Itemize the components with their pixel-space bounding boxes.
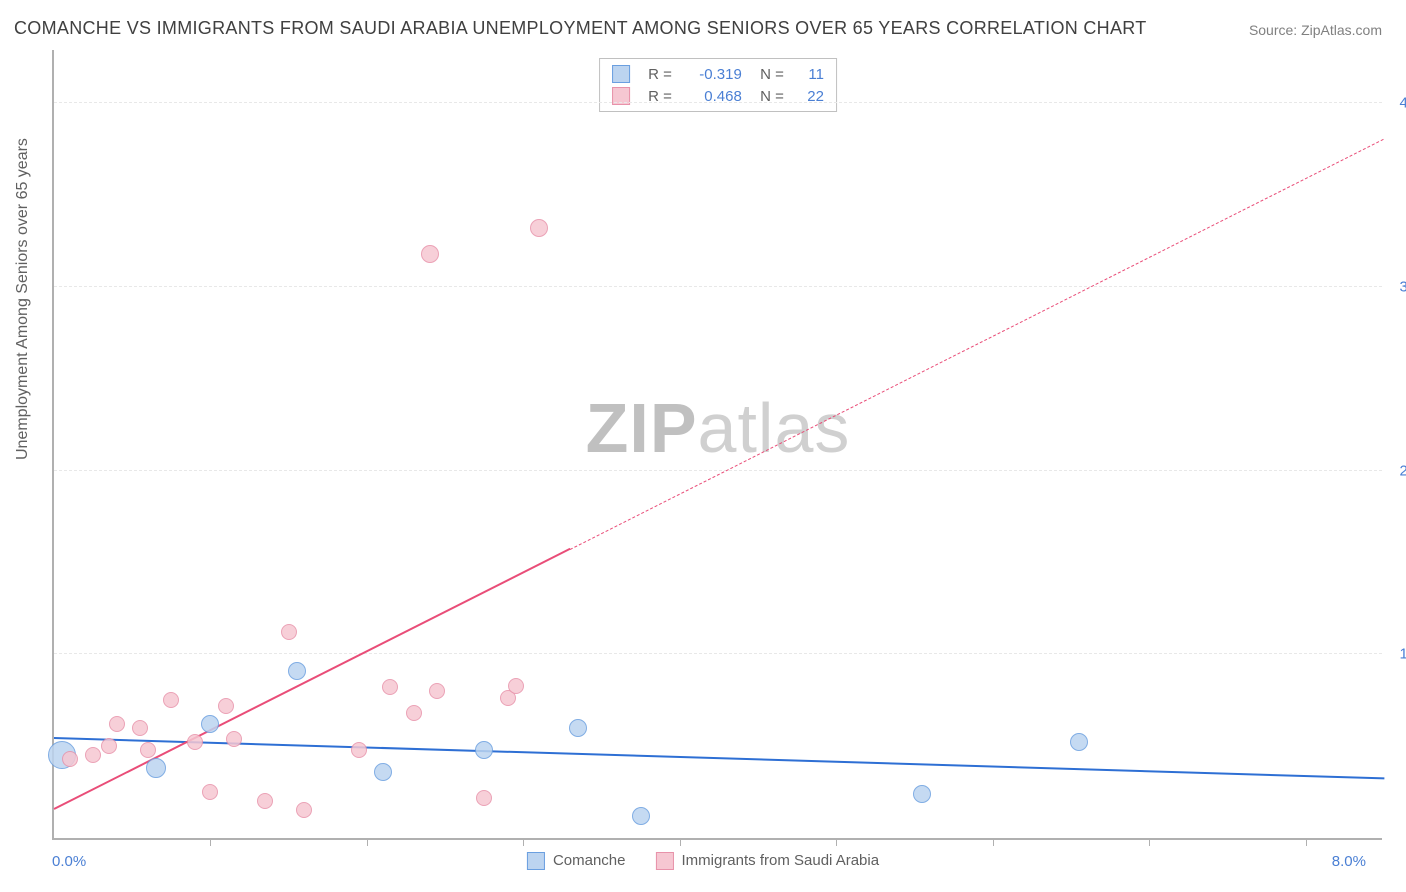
legend-label: Immigrants from Saudi Arabia: [681, 852, 879, 869]
legend-item-saudi: Immigrants from Saudi Arabia: [655, 852, 879, 870]
data-point: [109, 716, 125, 732]
gridline: [54, 470, 1382, 471]
watermark-light: atlas: [698, 389, 851, 467]
plot-area: ZIPatlas R = -0.319 N = 11 R = 0.468 N =…: [52, 50, 1382, 840]
x-axis-max-label: 8.0%: [1332, 853, 1366, 870]
legend-label: Comanche: [553, 852, 626, 869]
data-point: [140, 742, 156, 758]
data-point: [406, 705, 422, 721]
x-tick: [210, 838, 211, 846]
data-point: [62, 751, 78, 767]
data-point: [374, 763, 392, 781]
gridline: [54, 102, 1382, 103]
trend-line: [54, 737, 1384, 779]
x-tick: [1149, 838, 1150, 846]
legend-row-comanche: R = -0.319 N = 11: [612, 63, 824, 85]
trend-line: [54, 548, 571, 810]
x-tick: [993, 838, 994, 846]
data-point: [101, 738, 117, 754]
y-axis-label: Unemployment Among Seniors over 65 years: [14, 138, 32, 460]
x-tick: [367, 838, 368, 846]
x-tick: [680, 838, 681, 846]
x-tick: [836, 838, 837, 846]
data-point: [476, 790, 492, 806]
data-point: [85, 747, 101, 763]
y-tick-label: 40.0%: [1386, 95, 1406, 112]
data-point: [146, 758, 166, 778]
x-tick: [1306, 838, 1307, 846]
legend-r-value: -0.319: [682, 66, 742, 83]
chart-title: COMANCHE VS IMMIGRANTS FROM SAUDI ARABIA…: [14, 18, 1147, 39]
data-point: [132, 720, 148, 736]
legend-n-value: 11: [794, 66, 824, 83]
gridline: [54, 286, 1382, 287]
data-point: [475, 741, 493, 759]
y-tick-label: 10.0%: [1386, 646, 1406, 663]
swatch-icon: [527, 852, 545, 870]
swatch-icon: [612, 65, 630, 83]
watermark-bold: ZIP: [586, 389, 698, 467]
data-point: [351, 742, 367, 758]
data-point: [429, 683, 445, 699]
series-legend: Comanche Immigrants from Saudi Arabia: [527, 852, 879, 870]
y-tick-label: 30.0%: [1386, 278, 1406, 295]
trend-line: [570, 139, 1384, 550]
data-point: [201, 715, 219, 733]
swatch-icon: [655, 852, 673, 870]
data-point: [569, 719, 587, 737]
data-point: [163, 692, 179, 708]
correlation-legend: R = -0.319 N = 11 R = 0.468 N = 22: [599, 58, 837, 112]
data-point: [218, 698, 234, 714]
data-point: [288, 662, 306, 680]
data-point: [421, 245, 439, 263]
data-point: [226, 731, 242, 747]
x-tick: [523, 838, 524, 846]
gridline: [54, 653, 1382, 654]
data-point: [281, 624, 297, 640]
data-point: [202, 784, 218, 800]
legend-row-saudi: R = 0.468 N = 22: [612, 85, 824, 107]
source-label: Source: ZipAtlas.com: [1249, 22, 1382, 38]
legend-item-comanche: Comanche: [527, 852, 626, 870]
data-point: [382, 679, 398, 695]
data-point: [913, 785, 931, 803]
y-tick-label: 20.0%: [1386, 462, 1406, 479]
data-point: [530, 219, 548, 237]
legend-n-label: N =: [752, 66, 784, 83]
x-axis-min-label: 0.0%: [52, 853, 86, 870]
data-point: [1070, 733, 1088, 751]
data-point: [632, 807, 650, 825]
data-point: [257, 793, 273, 809]
data-point: [187, 734, 203, 750]
legend-r-label: R =: [648, 66, 672, 83]
data-point: [508, 678, 524, 694]
data-point: [296, 802, 312, 818]
